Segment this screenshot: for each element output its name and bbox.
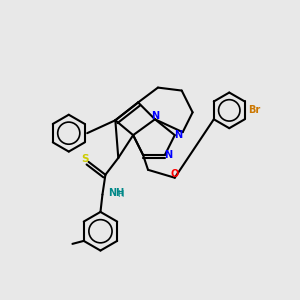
Text: Br: Br (249, 105, 261, 116)
Text: S: S (81, 154, 89, 164)
Text: O: O (171, 169, 179, 179)
Text: N: N (164, 150, 172, 160)
Text: N: N (151, 111, 159, 121)
Text: NH: NH (108, 188, 124, 198)
Text: N: N (174, 130, 182, 140)
Text: H: H (117, 190, 123, 199)
